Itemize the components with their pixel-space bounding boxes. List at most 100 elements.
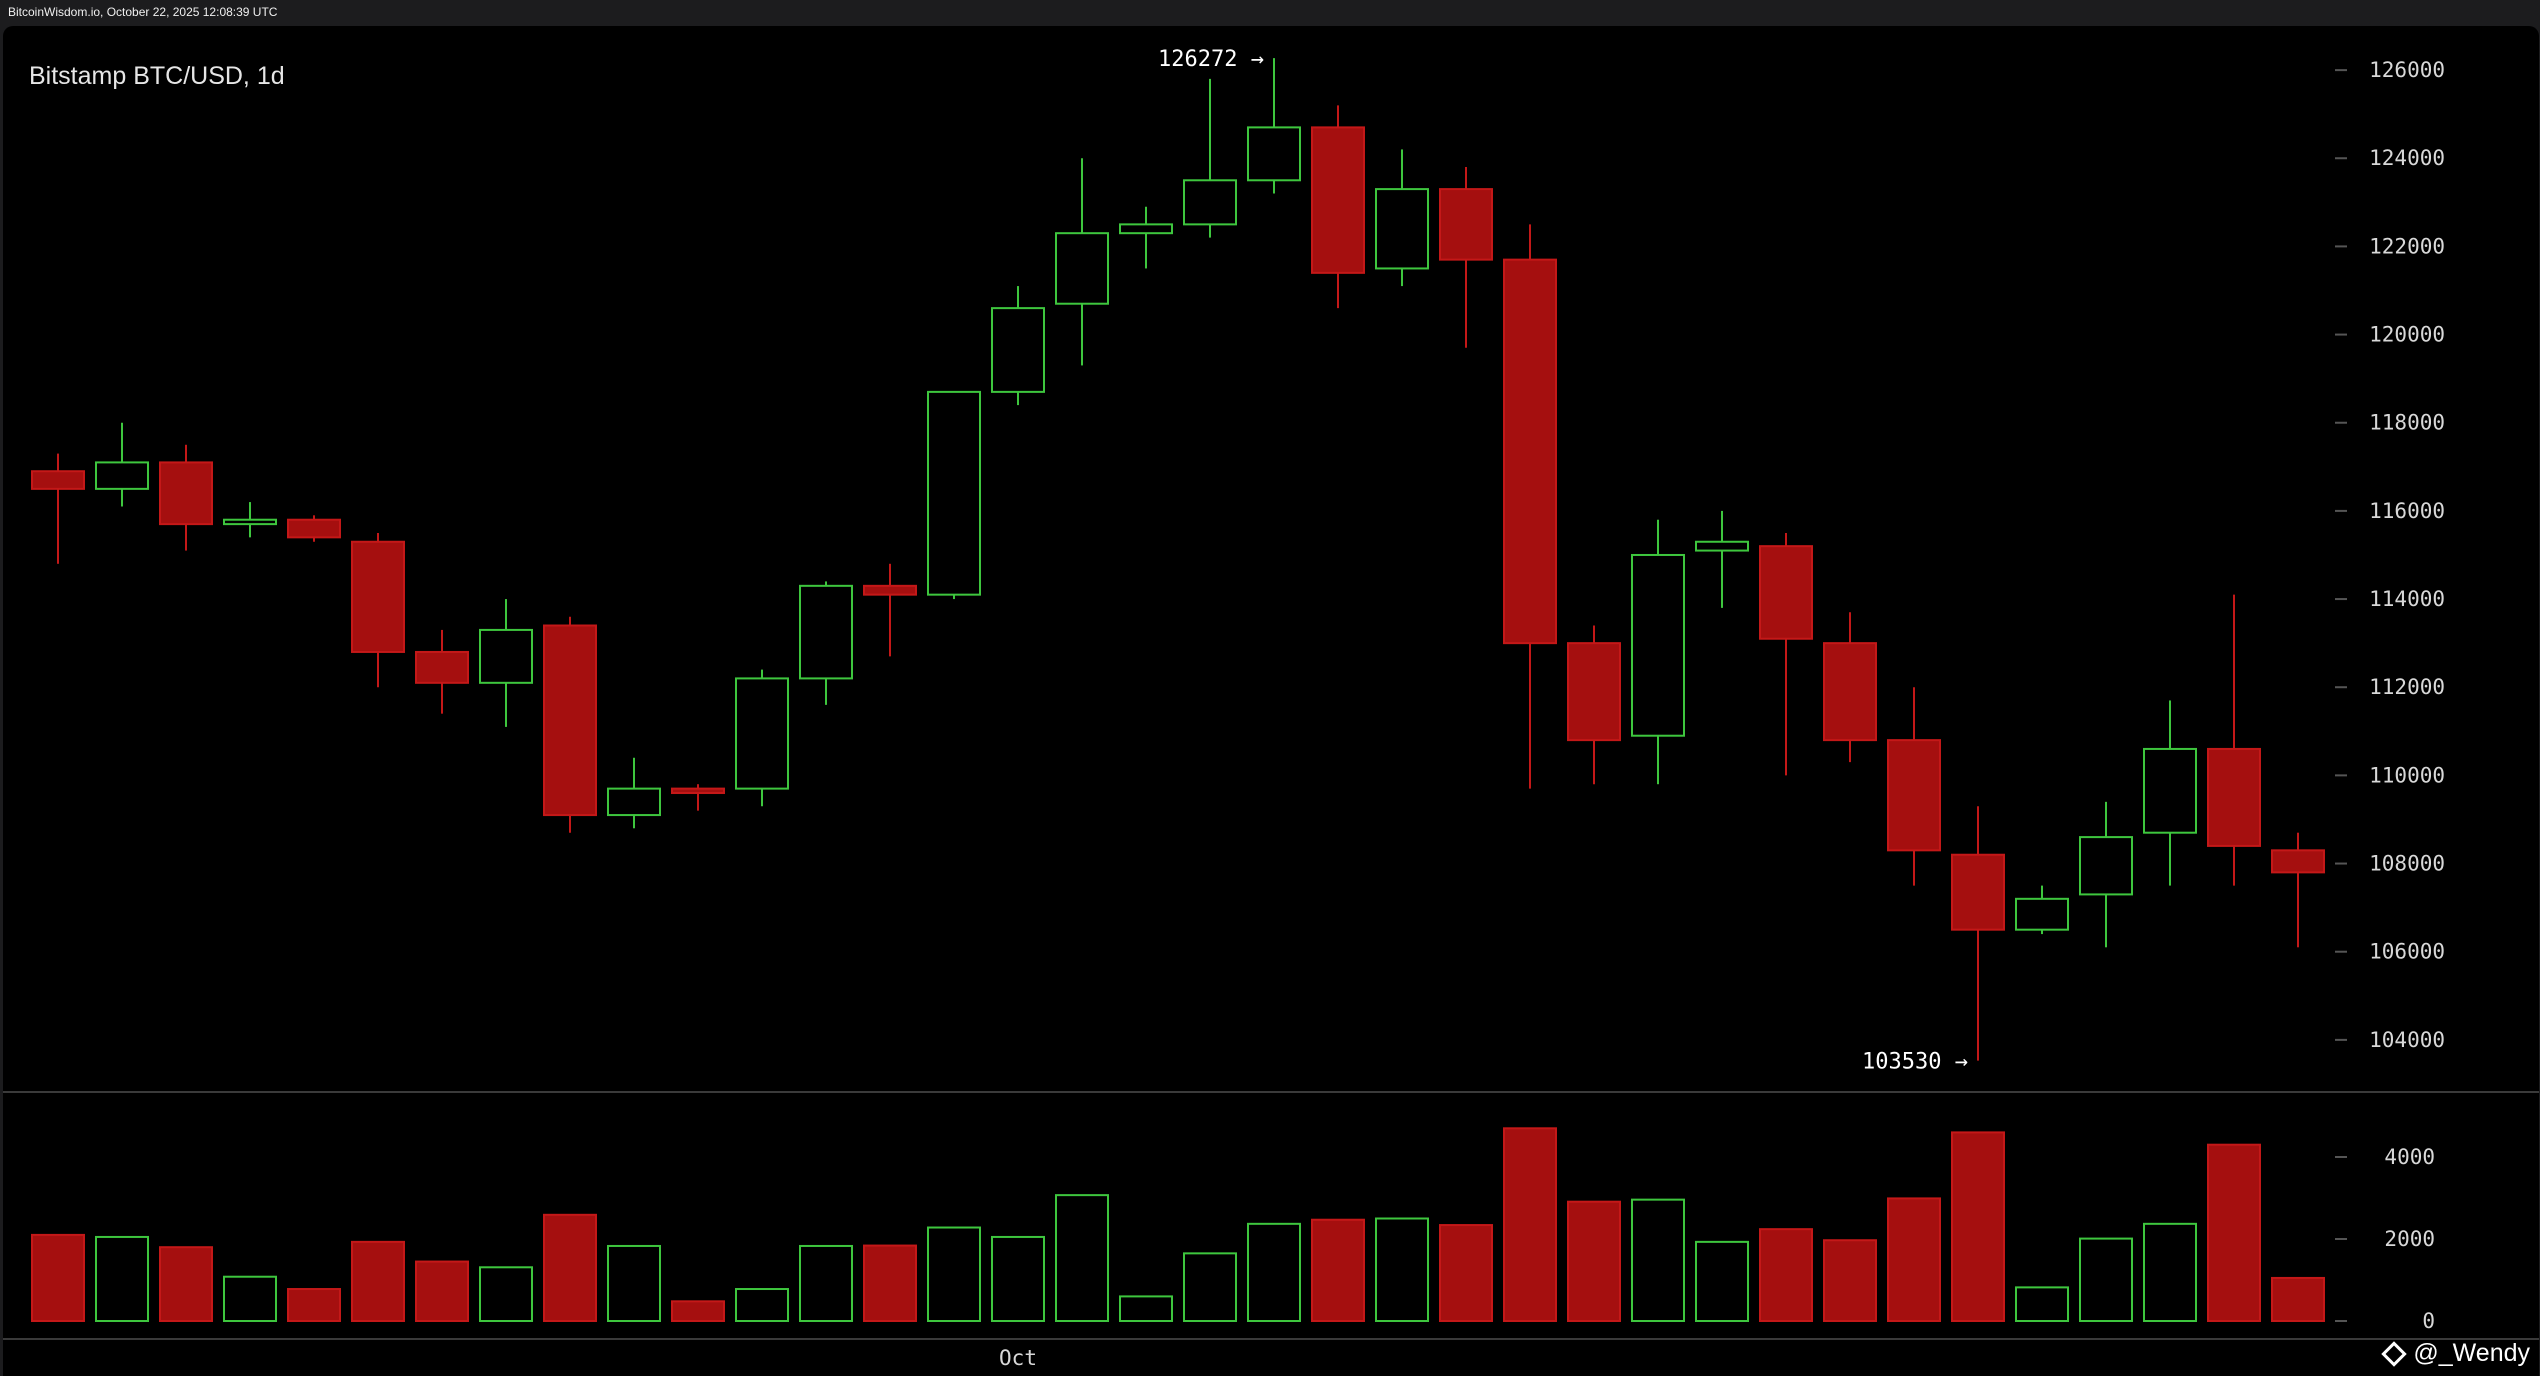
candle-body-up bbox=[799, 584, 853, 680]
price-tick-label: 118000 bbox=[2369, 411, 2445, 435]
volume-bar-up bbox=[1247, 1222, 1301, 1322]
candlestick-series bbox=[31, 58, 2325, 1061]
volume-bar-down bbox=[1439, 1224, 1493, 1323]
watermark: @_Wendy bbox=[2381, 1339, 2530, 1368]
candle bbox=[543, 616, 597, 833]
candle bbox=[1247, 58, 1301, 194]
candle-body-up bbox=[1247, 126, 1301, 182]
panel-separators bbox=[3, 1091, 2539, 1340]
price-tick-label: 126000 bbox=[2369, 58, 2445, 82]
candle-body-down bbox=[2207, 747, 2261, 847]
candle bbox=[1567, 625, 1621, 785]
candle-body-down bbox=[863, 584, 917, 596]
volume-bar-up bbox=[2015, 1286, 2069, 1323]
candle bbox=[1311, 105, 1365, 309]
candle-body-up bbox=[735, 677, 789, 790]
candle-body-down bbox=[543, 624, 597, 817]
price-tick-label: 104000 bbox=[2369, 1028, 2445, 1052]
candle bbox=[351, 532, 405, 688]
candle-body-up bbox=[2143, 747, 2197, 834]
volume-bar-down bbox=[1759, 1228, 1813, 1323]
volume-bar-up bbox=[2079, 1237, 2133, 1322]
volume-bar-up bbox=[735, 1288, 789, 1323]
candle bbox=[1119, 206, 1173, 269]
candle-body-up bbox=[607, 787, 661, 817]
volume-bar-up bbox=[223, 1275, 277, 1322]
candle bbox=[1759, 532, 1813, 776]
candle-body-down bbox=[1759, 545, 1813, 640]
candle bbox=[1439, 167, 1493, 348]
candle-body-down bbox=[1823, 642, 1877, 742]
candle bbox=[991, 286, 1045, 406]
volume-bar-down bbox=[1567, 1200, 1621, 1322]
volume-bar-down bbox=[31, 1233, 85, 1323]
volume-bar-up bbox=[607, 1244, 661, 1322]
volume-bar-down bbox=[671, 1300, 725, 1322]
candle-body-down bbox=[1887, 739, 1941, 852]
candle-body-up bbox=[95, 461, 149, 490]
volume-bar-down bbox=[543, 1213, 597, 1323]
volume-bar-up bbox=[1375, 1217, 1429, 1322]
candle-body-up bbox=[2015, 897, 2069, 931]
candle bbox=[735, 669, 789, 807]
volume-bar-down bbox=[1823, 1239, 1877, 1322]
candle bbox=[799, 581, 853, 705]
candle-body-down bbox=[1567, 642, 1621, 742]
candle bbox=[1887, 687, 1941, 886]
volume-bar-up bbox=[927, 1226, 981, 1323]
candle-body-up bbox=[1695, 540, 1749, 552]
volume-bar-up bbox=[2143, 1222, 2197, 1322]
candle-body-down bbox=[1951, 853, 2005, 931]
extreme-price-annotation: 103530 → bbox=[1862, 1050, 1968, 1075]
candle bbox=[2143, 700, 2197, 886]
candle-body-up bbox=[479, 628, 533, 684]
candle bbox=[1823, 612, 1877, 763]
candle bbox=[287, 515, 341, 542]
volume-bar-down bbox=[351, 1240, 405, 1322]
watermark-text: @_Wendy bbox=[2413, 1339, 2530, 1367]
candle bbox=[607, 757, 661, 829]
volume-bar-up bbox=[1055, 1194, 1109, 1323]
candle-body-up bbox=[1119, 223, 1173, 235]
chart-title: Bitstamp BTC/USD, 1d bbox=[29, 62, 285, 90]
candle bbox=[1375, 149, 1429, 287]
price-axis: 104000 106000 108000 110000 112000 114000 1160… bbox=[2335, 58, 2445, 1052]
volume-bar-down bbox=[287, 1288, 341, 1323]
candle bbox=[2015, 885, 2069, 935]
volume-bar-up bbox=[1183, 1252, 1237, 1322]
volume-series bbox=[31, 1127, 2325, 1323]
time-tick-label: Oct bbox=[999, 1346, 1037, 1370]
candle bbox=[1183, 78, 1237, 238]
volume-bar-up bbox=[1695, 1240, 1749, 1322]
candle-body-up bbox=[2079, 836, 2133, 896]
candle-body-down bbox=[1439, 188, 1493, 261]
candle bbox=[95, 422, 149, 507]
price-tick-label: 112000 bbox=[2369, 675, 2445, 699]
candle-body-up bbox=[1631, 553, 1685, 737]
chart-panel: Bitstamp BTC/USD, 1d 104000 106000 108000 1… bbox=[3, 26, 2539, 1376]
volume-bar-up bbox=[1631, 1198, 1685, 1323]
extreme-price-annotation: 126272 → bbox=[1158, 47, 1264, 72]
candle bbox=[927, 390, 981, 600]
volume-bar-down bbox=[1503, 1127, 1557, 1323]
candle bbox=[1631, 519, 1685, 785]
candle bbox=[159, 444, 213, 551]
volume-bar-down bbox=[159, 1246, 213, 1322]
price-tick-label: 124000 bbox=[2369, 146, 2445, 170]
candle bbox=[2207, 594, 2261, 886]
volume-bar-up bbox=[991, 1235, 1045, 1322]
volume-bar-up bbox=[95, 1235, 149, 1322]
candle bbox=[671, 784, 725, 811]
candle bbox=[1951, 806, 2005, 1061]
candle-body-down bbox=[671, 787, 725, 795]
logo-diamond-icon bbox=[2381, 1340, 2408, 1367]
volume-tick-label: 4000 bbox=[2384, 1145, 2435, 1169]
chart-canvas: 104000 106000 108000 110000 112000 114000 1160… bbox=[3, 47, 2539, 1370]
candle-body-up bbox=[223, 518, 277, 526]
price-tick-label: 122000 bbox=[2369, 234, 2445, 258]
candle-body-down bbox=[415, 650, 469, 684]
candle-body-down bbox=[1311, 126, 1365, 274]
price-tick-label: 106000 bbox=[2369, 940, 2445, 964]
top-bar: BitcoinWisdom.io, October 22, 2025 12:08… bbox=[0, 0, 2540, 26]
candle-body-up bbox=[1055, 232, 1109, 305]
